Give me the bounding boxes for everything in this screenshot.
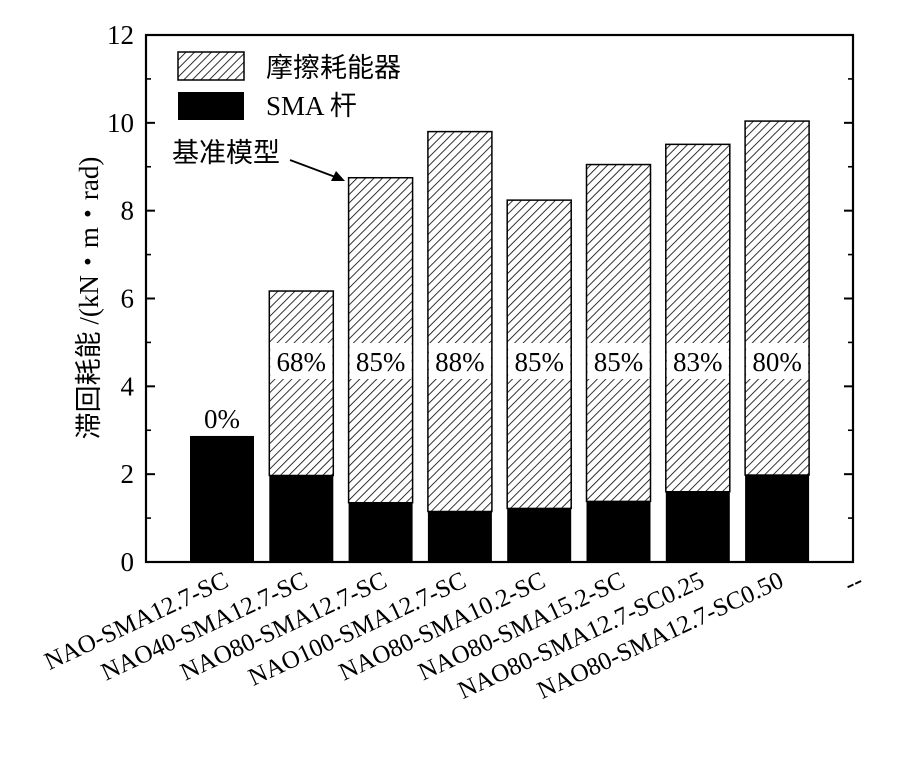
y-tick-label: 6 [121, 284, 135, 314]
bar-percent-label: 85% [356, 347, 406, 377]
bar-sma-segment [427, 511, 492, 562]
bar-sma-segment [348, 502, 413, 562]
percent-label-background [270, 343, 333, 379]
y-axis-label: 滞回耗能 /(kN・m・rad) [74, 157, 104, 440]
y-axis: 0 2 4 6 8 10 12 [107, 20, 853, 577]
legend: 摩擦耗能器 SMA 杆 [177, 51, 401, 121]
y-tick-label: 0 [121, 547, 135, 577]
y-tick-label: 8 [121, 196, 135, 226]
bar-sma-segment [269, 475, 334, 562]
bar-sma-segment [586, 501, 651, 562]
bar-sma-segment [507, 508, 572, 562]
bar-friction-segment [268, 290, 335, 477]
bars-group [190, 120, 810, 562]
percent-label-background [587, 343, 650, 379]
bar-percent-label: 88% [435, 347, 485, 377]
y-tick-label: 4 [121, 371, 135, 401]
percent-label-background [666, 343, 729, 379]
percent-label-background [508, 343, 571, 379]
bar-friction-segment [585, 163, 652, 503]
y-tick-label: 12 [107, 20, 134, 50]
bar-friction-segment [427, 130, 493, 513]
x-axis-labels: NAO-SMA12.7-SCNAO40-SMA12.7-SCNAO80-SMA1… [40, 567, 866, 705]
annotation-arrow-head [331, 171, 345, 181]
y-tick-label: 2 [121, 459, 135, 489]
benchmark-annotation: 基准模型 [172, 138, 345, 181]
annotation-arrow-line [289, 159, 339, 179]
bar-friction-segment [347, 176, 414, 504]
bar-friction-segment [744, 120, 810, 476]
annotation-label: 基准模型 [172, 138, 280, 168]
bar-percent-label: 80% [752, 347, 802, 377]
x-tick-label: -- [840, 567, 867, 599]
percent-label-background [746, 343, 809, 379]
bar-percent-label: 83% [673, 347, 723, 377]
legend-label-friction: 摩擦耗能器 [266, 53, 401, 83]
bar-percent-label: 85% [594, 347, 644, 377]
bar-sma-segment [665, 491, 730, 562]
bar-friction-segment [665, 143, 731, 493]
percent-label-background [428, 343, 491, 379]
bar-percent-label: 0% [204, 404, 240, 434]
bar-sma-segment [190, 435, 254, 562]
legend-swatch-friction [177, 51, 245, 81]
bar-sma-segment [745, 475, 810, 562]
y-tick-label: 10 [107, 108, 134, 138]
percent-labels-group: 0% 68% 85% 88% 85% 85% 83% 80% [204, 343, 809, 434]
bar-percent-label: 68% [277, 347, 327, 377]
bar-percent-label: 85% [514, 347, 564, 377]
percent-label-background [349, 343, 412, 379]
legend-swatch-sma [178, 92, 244, 120]
legend-label-sma: SMA 杆 [266, 91, 357, 121]
